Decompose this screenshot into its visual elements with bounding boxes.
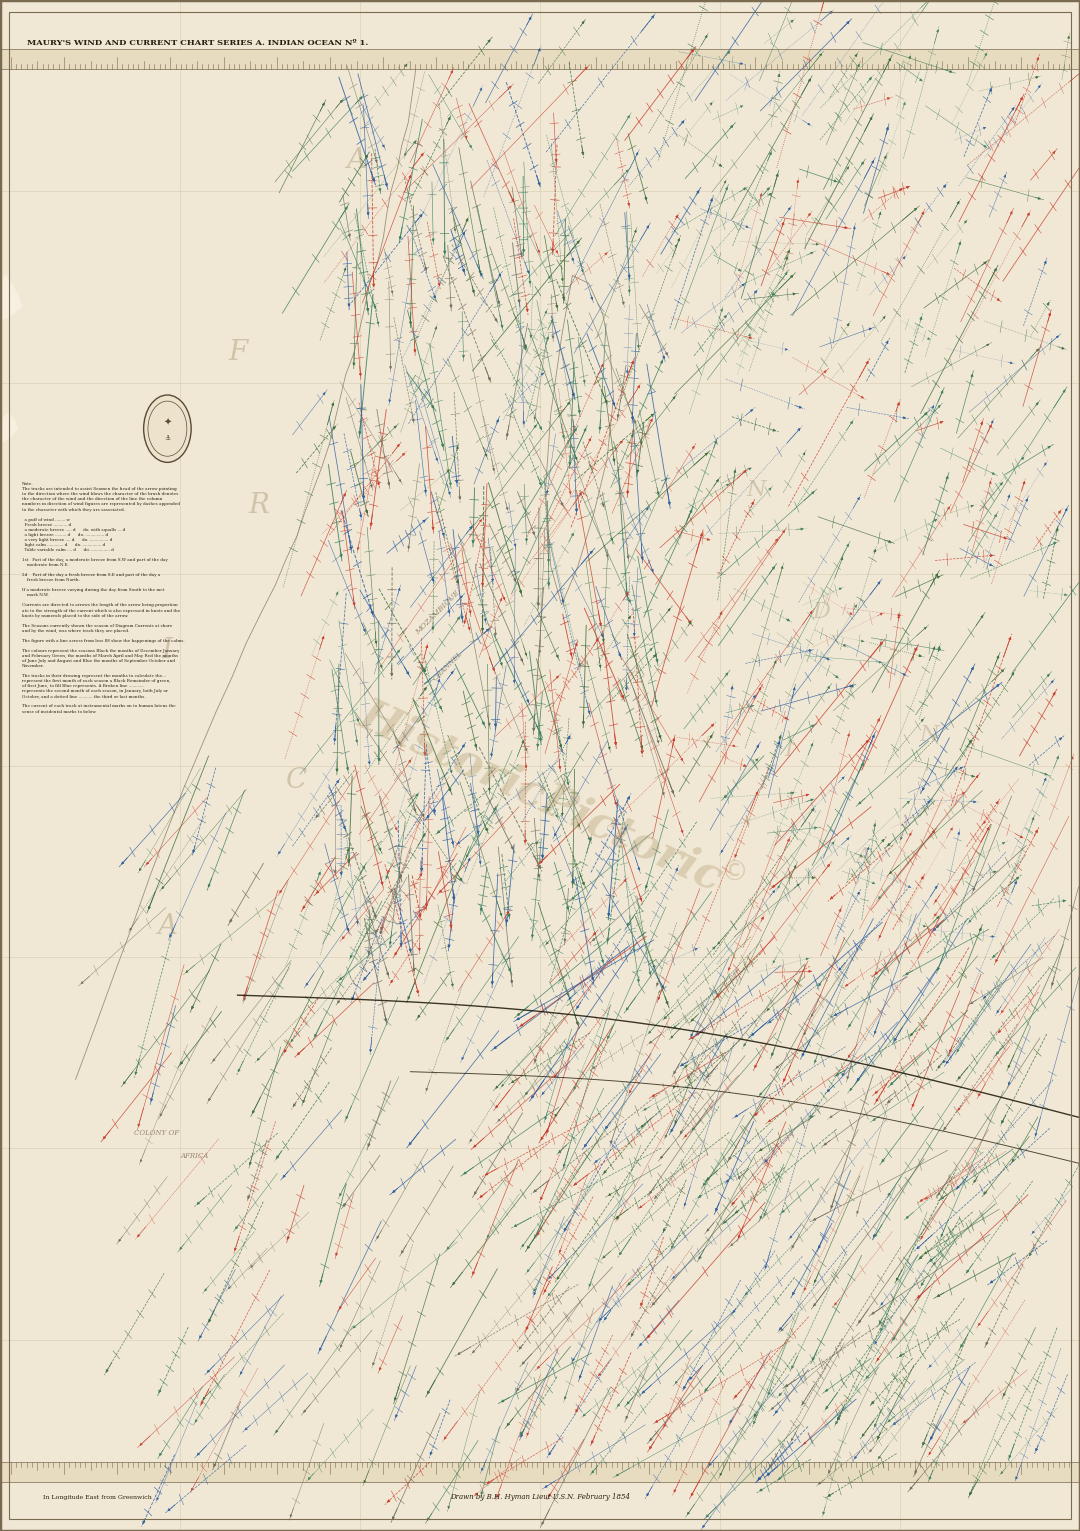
Text: D: D: [812, 602, 829, 623]
Bar: [0, 1462, 1080, 1482]
Polygon shape: [0, 413, 17, 444]
Text: In Longitude East from Greenwich: In Longitude East from Greenwich: [43, 1494, 152, 1500]
Text: MAURY'S WIND AND CURRENT CHART SERIES A. INDIAN OCEAN Nº 1.: MAURY'S WIND AND CURRENT CHART SERIES A.…: [27, 38, 368, 47]
Text: ©: ©: [720, 859, 748, 886]
Text: A: A: [347, 147, 366, 175]
Text: N: N: [746, 479, 766, 501]
Text: Note.
The tracks are intended to assist Seamen the head of the arrow pointing
to: Note. The tracks are intended to assist …: [22, 482, 185, 713]
Text: C: C: [286, 767, 308, 795]
Text: I: I: [162, 637, 173, 664]
Text: I: I: [784, 739, 793, 761]
Text: I: I: [644, 418, 652, 439]
Text: N: N: [919, 724, 939, 746]
Text: F: F: [228, 338, 247, 366]
Text: A: A: [158, 912, 177, 940]
Text: Drawn by B.H. Hyman Lieut U.S.N. February 1854: Drawn by B.H. Hyman Lieut U.S.N. Februar…: [450, 1493, 630, 1502]
Text: COLONY OF: COLONY OF: [134, 1128, 179, 1138]
Text: R: R: [248, 491, 270, 519]
Text: A: A: [856, 847, 872, 868]
Text: MOZAMBIQUE: MOZAMBIQUE: [414, 588, 461, 637]
Text: ⚓: ⚓: [164, 435, 171, 441]
Text: AFRICA: AFRICA: [180, 1151, 208, 1160]
Polygon shape: [0, 276, 22, 322]
Circle shape: [148, 401, 187, 456]
Circle shape: [144, 395, 191, 462]
Text: CHANNEL: CHANNEL: [432, 649, 464, 683]
Text: ✦: ✦: [163, 418, 172, 427]
Bar: [0, 49, 1080, 69]
Text: HistoricPictoric: HistoricPictoric: [351, 694, 729, 899]
